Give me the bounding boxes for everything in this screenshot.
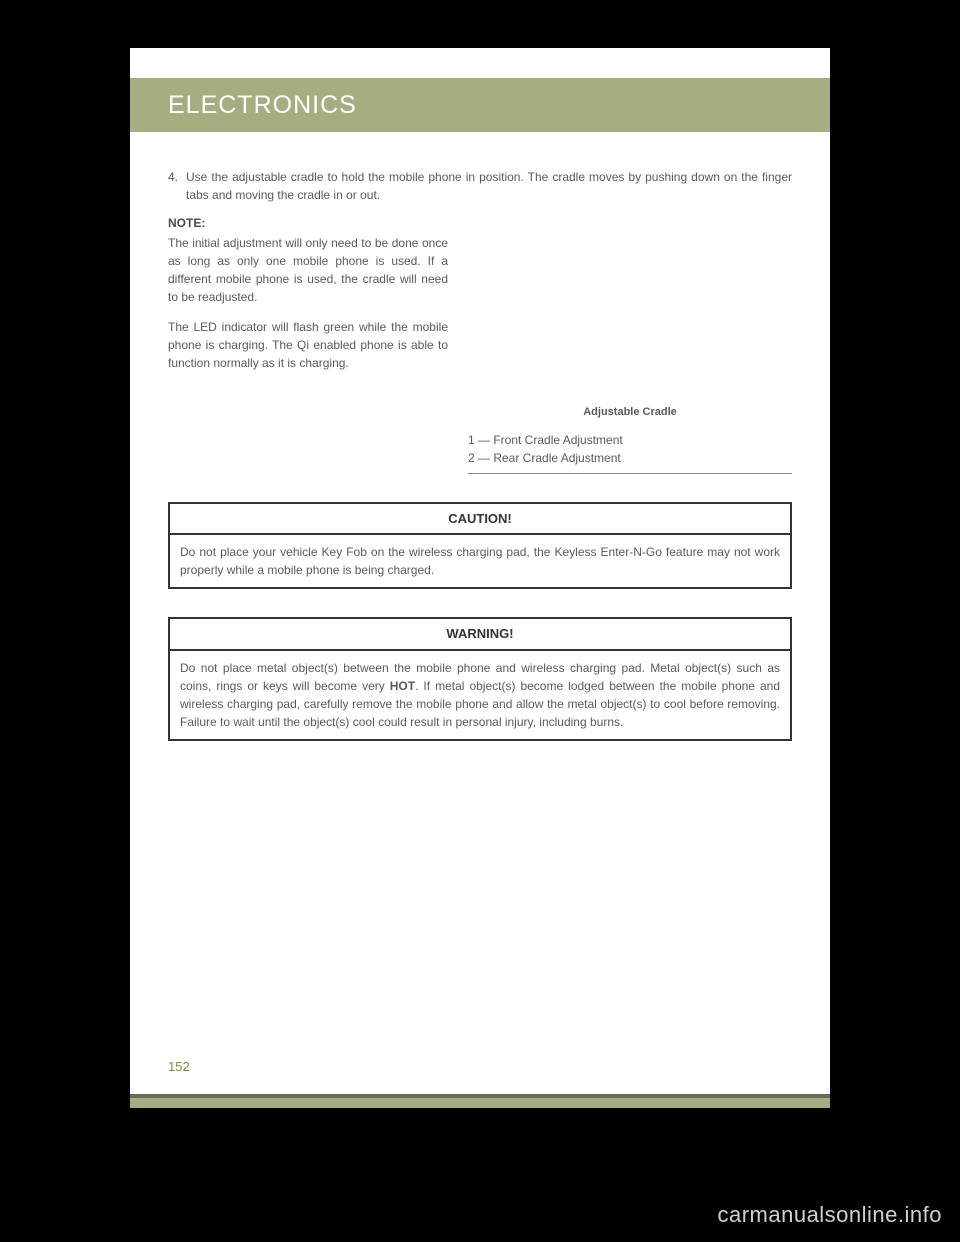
caution-box: CAUTION! Do not place your vehicle Key F…: [168, 502, 792, 590]
watermark: carmanualsonline.info: [717, 1202, 942, 1228]
caution-header: CAUTION!: [170, 504, 790, 536]
led-paragraph: The LED indicator will flash green while…: [168, 318, 448, 372]
note-label: NOTE:: [168, 214, 448, 232]
manual-page: ELECTRONICS 4. Use the adjustable cradle…: [130, 48, 830, 1108]
warning-header: WARNING!: [170, 619, 790, 651]
note-text: The initial adjustment will only need to…: [168, 234, 448, 306]
figure-caption: Adjustable Cradle: [468, 404, 792, 421]
left-column: NOTE: The initial adjustment will only n…: [168, 214, 448, 474]
two-column-layout: NOTE: The initial adjustment will only n…: [168, 214, 792, 474]
legend-item-2: 2 — Rear Cradle Adjustment: [468, 449, 792, 467]
figure-legend: 1 — Front Cradle Adjustment 2 — Rear Cra…: [468, 431, 792, 474]
legend-item-1: 1 — Front Cradle Adjustment: [468, 431, 792, 449]
section-title: ELECTRONICS: [168, 91, 357, 120]
footer-band: [130, 1094, 830, 1108]
step-4: 4. Use the adjustable cradle to hold the…: [168, 168, 792, 204]
step-number: 4.: [168, 168, 186, 204]
caution-body: Do not place your vehicle Key Fob on the…: [170, 535, 790, 587]
warning-hot-word: HOT: [390, 679, 415, 693]
page-number: 152: [168, 1059, 190, 1074]
page-content: 4. Use the adjustable cradle to hold the…: [168, 168, 792, 741]
warning-body: Do not place metal object(s) between the…: [170, 651, 790, 739]
warning-box: WARNING! Do not place metal object(s) be…: [168, 617, 792, 741]
right-column: Adjustable Cradle 1 — Front Cradle Adjus…: [468, 214, 792, 474]
step-text: Use the adjustable cradle to hold the mo…: [186, 168, 792, 204]
header-band: ELECTRONICS: [130, 78, 830, 132]
